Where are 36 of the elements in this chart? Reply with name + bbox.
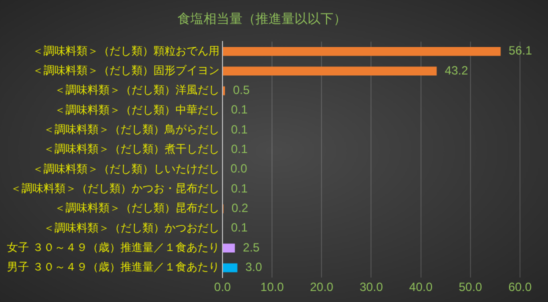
x-tick-label: 0.0 [214, 280, 232, 294]
y-tick-label: ＜調味料類＞（だし類）しいたけだし [32, 162, 220, 176]
y-tick-label: ＜調味料類＞（だし類）かつお・昆布だし [10, 182, 220, 195]
data-label: 0.5 [232, 83, 250, 98]
x-tick-label: 50.0 [458, 280, 482, 294]
x-tick-label: 30.0 [360, 280, 384, 294]
y-tick-label: ＜調味料類＞（だし類）煮干しだし [43, 142, 220, 156]
bar [222, 66, 437, 76]
y-tick-label: ＜調味料類＞（だし類）顆粒おでん用 [32, 44, 220, 58]
x-tick-label: 60.0 [508, 280, 532, 294]
y-tick-label: ＜調味料類＞（だし類）昆布だし [54, 202, 220, 215]
data-label: 2.5 [242, 240, 260, 254]
data-label: 43.2 [444, 63, 468, 78]
chart-title: 食塩相当量（推進量以以下） [178, 12, 346, 28]
data-label: 0.1 [230, 142, 248, 156]
data-label: 0.1 [230, 122, 248, 136]
data-label: 0.0 [230, 162, 248, 176]
y-tick-label: ＜調味料類＞（だし類）かつおだし [43, 221, 220, 234]
bar [222, 244, 235, 253]
bar [222, 47, 501, 56]
y-tick-label: ＜調味料類＞（だし類）固形ブイヨン [32, 64, 220, 77]
bar [222, 263, 238, 272]
data-label: 0.1 [230, 220, 248, 235]
data-label: 56.1 [508, 44, 532, 58]
data-label: 3.0 [245, 260, 262, 274]
x-tick-label: 20.0 [310, 280, 334, 294]
y-tick-label: ＜調味料類＞（だし類）鳥がらだし [43, 122, 220, 136]
data-label: 0.2 [231, 201, 248, 216]
data-label: 0.1 [230, 102, 248, 117]
y-tick-label: 女子 ３０～４９（歳）推進量／１食あたり [6, 240, 220, 254]
data-label: 0.1 [230, 181, 248, 196]
y-tick-label: ＜調味料類＞（だし類）洋風だし [54, 84, 220, 97]
x-tick-label: 10.0 [260, 280, 284, 294]
y-tick-label: ＜調味料類＞（だし類）中華だし [54, 103, 220, 116]
y-tick-label: 男子 ３０～４９（歳）推進量／１食あたり [6, 260, 220, 274]
x-tick-label: 40.0 [409, 280, 433, 294]
